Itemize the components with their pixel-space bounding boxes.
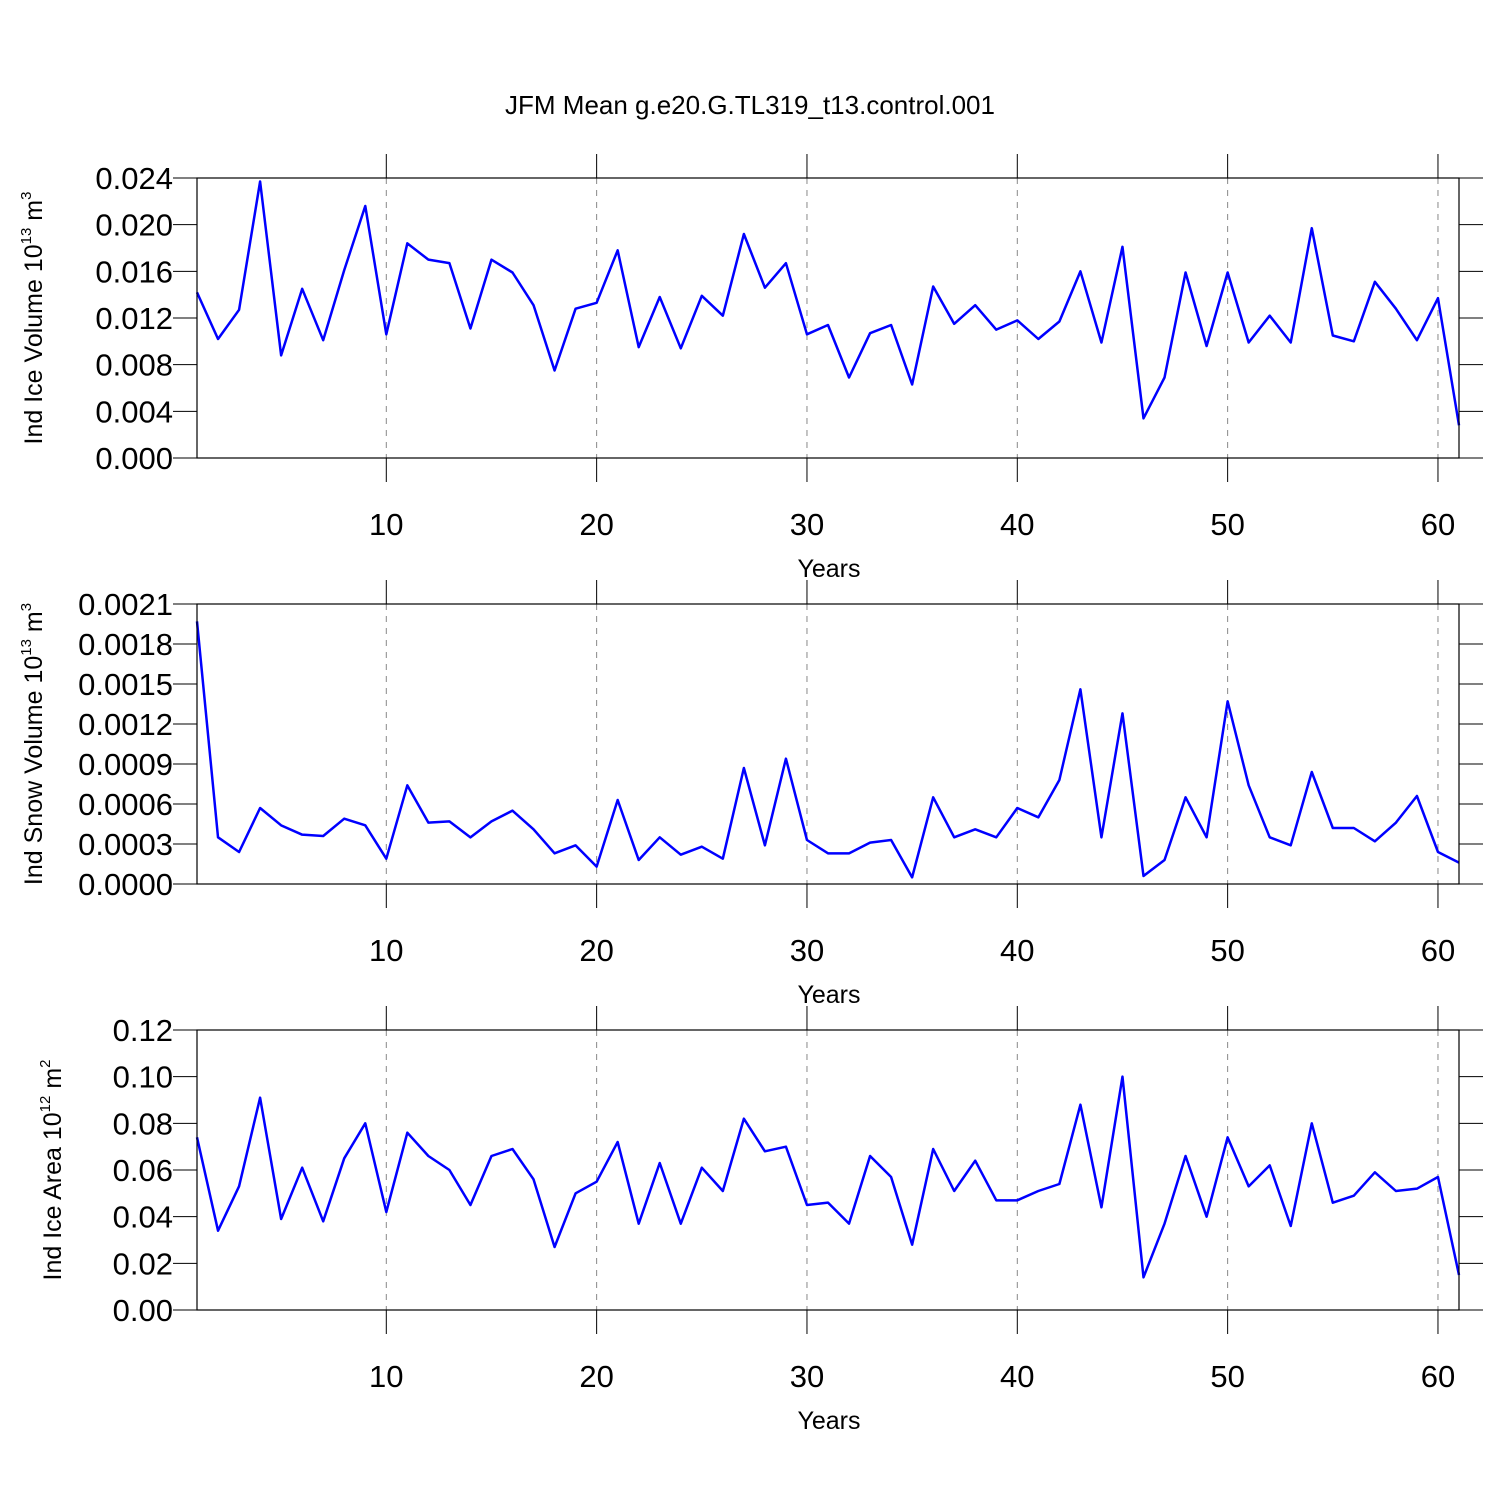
x-tick-label: 60 — [1421, 507, 1455, 542]
y-axis-label: Ind Snow Volume 1013 m3 — [18, 603, 48, 885]
x-tick-label: 30 — [790, 1359, 824, 1394]
y-tick-label: 0.008 — [95, 348, 173, 383]
data-line — [195, 180, 1461, 426]
x-tick-label: 30 — [790, 933, 824, 968]
y-tick-label: 0.0012 — [78, 707, 173, 742]
y-tick-label: 0.00 — [113, 1293, 173, 1328]
plot-frame — [196, 177, 1460, 459]
y-axis-label-superscript: 13 — [18, 639, 35, 656]
y-tick-label: 0.004 — [95, 394, 173, 429]
y-axis-label: Ind Ice Volume 1013 m3 — [18, 192, 48, 445]
y-tick-label: 0.0009 — [78, 747, 173, 782]
x-tick-label: 20 — [579, 507, 613, 542]
y-tick-label: 0.0018 — [78, 627, 173, 662]
y-tick-label: 0.0015 — [78, 667, 173, 702]
x-tick-label: 10 — [369, 1359, 403, 1394]
x-axis-label: Years — [797, 981, 860, 1009]
y-tick-label: 0.02 — [113, 1246, 173, 1281]
y-tick-label: 0.020 — [95, 208, 173, 243]
x-tick-label: 50 — [1210, 1359, 1244, 1394]
y-axis-label-superscript: 2 — [37, 1060, 54, 1068]
x-tick-label: 10 — [369, 507, 403, 542]
y-axis-label: Ind Ice Area 1012 m2 — [37, 1060, 67, 1281]
x-tick-label: 20 — [579, 933, 613, 968]
y-tick-label: 0.0000 — [78, 867, 173, 902]
y-tick-label: 0.000 — [95, 441, 173, 476]
y-tick-label: 0.04 — [113, 1200, 173, 1235]
y-axis-label-superscript: 3 — [18, 192, 35, 200]
y-axis-label-superscript: 3 — [18, 603, 35, 611]
x-tick-label: 40 — [1000, 507, 1034, 542]
y-tick-label: 0.06 — [113, 1153, 173, 1188]
y-axis-label-part: m — [20, 200, 48, 228]
x-axis-label: Years — [797, 1407, 860, 1435]
figure-title: JFM Mean g.e20.G.TL319_t13.control.001 — [505, 90, 995, 120]
data-line — [195, 621, 1460, 879]
x-tick-label: 10 — [369, 933, 403, 968]
x-tick-label: 60 — [1421, 1359, 1455, 1394]
x-tick-label: 50 — [1210, 933, 1244, 968]
plot-frame — [196, 1029, 1460, 1311]
x-tick-label: 20 — [579, 1359, 613, 1394]
y-tick-label: 0.024 — [95, 161, 173, 196]
x-tick-label: 40 — [1000, 1359, 1034, 1394]
data-line — [195, 1075, 1461, 1279]
y-tick-label: 0.012 — [95, 301, 173, 336]
x-tick-label: 60 — [1421, 933, 1455, 968]
y-tick-label: 0.10 — [113, 1060, 173, 1095]
x-tick-label: 30 — [790, 507, 824, 542]
y-axis-label-part: m — [20, 611, 48, 639]
x-tick-label: 40 — [1000, 933, 1034, 968]
y-axis-label-superscript: 12 — [37, 1096, 54, 1113]
y-axis-label-part: Ind Ice Volume 10 — [20, 244, 48, 444]
y-tick-label: 0.0006 — [78, 787, 173, 822]
y-axis-label-part: m — [39, 1068, 67, 1096]
x-axis-label: Years — [797, 555, 860, 583]
y-tick-label: 0.016 — [95, 254, 173, 289]
plot-frame — [196, 603, 1460, 885]
y-tick-label: 0.12 — [113, 1013, 173, 1048]
y-axis-label-part: Ind Ice Area 10 — [39, 1112, 67, 1280]
y-tick-label: 0.08 — [113, 1106, 173, 1141]
x-tick-label: 50 — [1210, 507, 1244, 542]
y-axis-label-superscript: 13 — [18, 228, 35, 245]
y-tick-label: 0.0003 — [78, 827, 173, 862]
y-tick-label: 0.0021 — [78, 587, 173, 622]
y-axis-label-part: Ind Snow Volume 10 — [20, 656, 48, 885]
